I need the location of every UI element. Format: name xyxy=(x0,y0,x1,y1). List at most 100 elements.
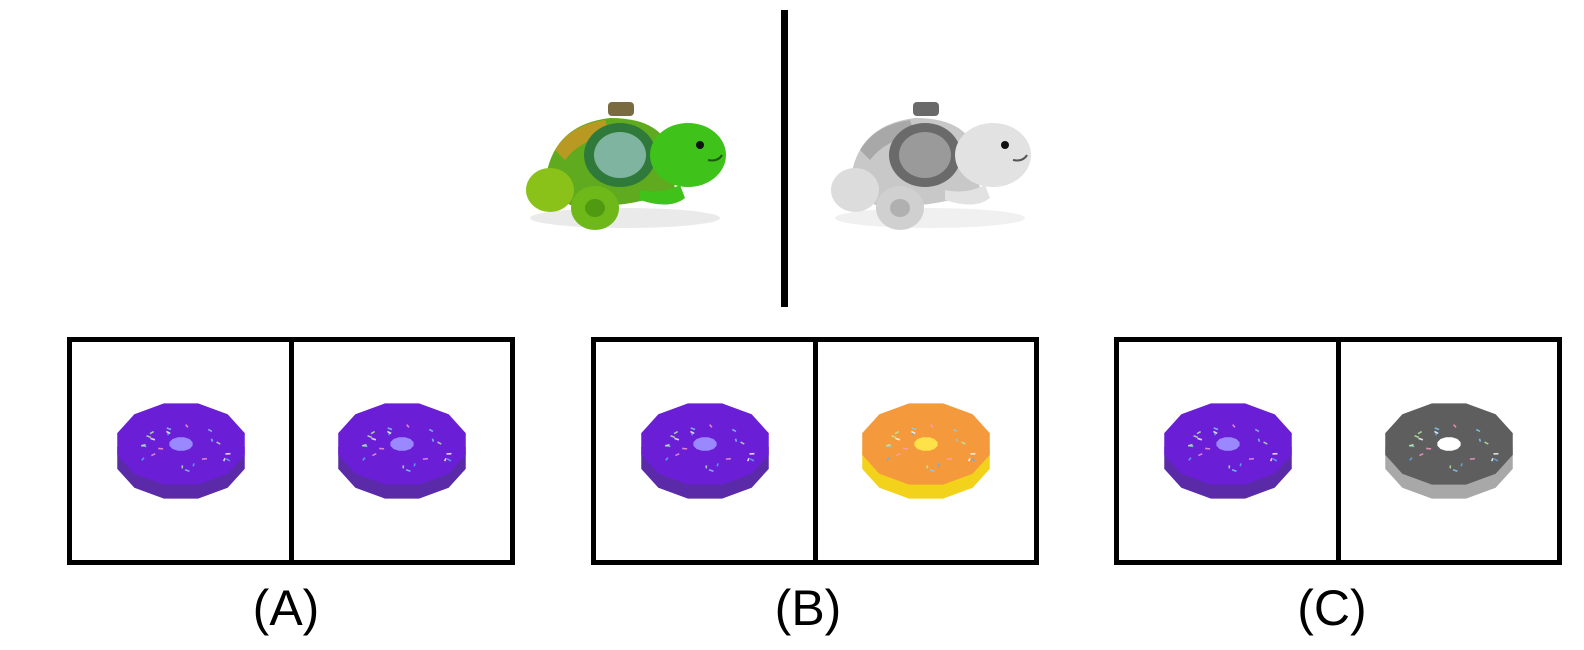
sprinkle xyxy=(1490,457,1494,462)
donut-icon xyxy=(338,403,466,499)
sprinkle xyxy=(140,457,145,461)
sprinkle xyxy=(431,438,435,442)
sprinkle xyxy=(937,463,940,467)
sprinkle xyxy=(149,430,154,435)
sprinkle xyxy=(1484,441,1489,445)
sprinkle xyxy=(145,435,151,439)
sprinkle xyxy=(428,428,434,433)
sprinkle xyxy=(372,452,377,457)
sprinkle xyxy=(1196,437,1202,441)
sprinkle xyxy=(911,427,917,431)
sprinkle xyxy=(885,443,891,447)
sprinkle xyxy=(165,430,171,435)
option-c-right-panel xyxy=(1341,342,1557,560)
sprinkle xyxy=(739,441,745,445)
sprinkle xyxy=(1212,427,1218,431)
sprinkle xyxy=(895,437,901,441)
option-b-right-panel xyxy=(818,342,1034,560)
sprinkle xyxy=(1493,458,1499,462)
sprinkle xyxy=(1187,457,1192,461)
sprinkle xyxy=(405,469,411,472)
sprinkle xyxy=(165,427,171,431)
sprinkle xyxy=(446,458,452,462)
sprinkle xyxy=(952,428,958,433)
sprinkle xyxy=(1417,430,1423,435)
sprinkle xyxy=(191,463,195,467)
option-b-label[interactable]: (B) xyxy=(774,580,842,636)
sprinkle xyxy=(150,452,156,457)
sprinkle xyxy=(1475,428,1481,433)
sprinkle xyxy=(1262,441,1268,445)
sprinkle xyxy=(967,457,971,462)
sprinkle xyxy=(361,443,367,447)
sprinkle xyxy=(930,424,934,428)
sprinkle xyxy=(367,435,373,439)
sprinkle xyxy=(1272,458,1277,462)
sprinkle xyxy=(708,424,713,428)
reference-divider xyxy=(781,10,788,307)
option-b-left-panel xyxy=(596,342,813,560)
sprinkle xyxy=(896,452,901,457)
option-b-box[interactable] xyxy=(591,337,1039,565)
sprinkle xyxy=(673,437,679,441)
option-c-divider xyxy=(1336,342,1341,560)
sprinkle xyxy=(669,435,675,439)
sprinkle xyxy=(1452,469,1458,472)
donut-icon xyxy=(640,403,769,499)
sprinkle xyxy=(961,441,966,445)
donut-icon xyxy=(1385,403,1513,499)
option-a-divider xyxy=(289,342,294,560)
sprinkle xyxy=(891,435,897,439)
sprinkle xyxy=(734,438,737,442)
option-a-right-panel xyxy=(294,342,510,560)
sprinkle xyxy=(207,428,212,433)
sprinkle xyxy=(140,443,146,447)
sprinkle xyxy=(184,469,190,472)
sprinkle xyxy=(210,438,213,442)
sprinkle xyxy=(443,457,447,462)
sprinkle xyxy=(1434,430,1439,435)
sprinkle xyxy=(149,437,155,441)
option-a-label[interactable]: (A) xyxy=(252,580,320,636)
sprinkle xyxy=(1414,435,1420,439)
sprinkle xyxy=(1478,438,1482,442)
sprinkle xyxy=(715,463,719,467)
sprinkle xyxy=(1231,469,1237,472)
option-a-left-panel xyxy=(72,342,289,560)
sprinkle xyxy=(1269,457,1273,462)
sprinkle xyxy=(1257,438,1260,442)
option-c-box[interactable] xyxy=(1114,337,1562,565)
sprinkle xyxy=(225,458,230,462)
sprinkle xyxy=(955,438,959,442)
sprinkle xyxy=(370,430,376,435)
sprinkle xyxy=(1408,443,1414,447)
sprinkle xyxy=(664,443,670,447)
donut-icon xyxy=(862,403,990,499)
sprinkle xyxy=(387,427,393,431)
sprinkle xyxy=(1238,463,1242,467)
sprinkle xyxy=(689,427,695,431)
sprinkle xyxy=(1254,428,1259,433)
sprinkle xyxy=(664,457,669,461)
sprinkle xyxy=(371,437,377,441)
sprinkle xyxy=(1418,437,1424,441)
sprinkle xyxy=(1197,452,1203,457)
sprinkle xyxy=(1231,424,1236,428)
sprinkle xyxy=(1196,430,1201,435)
sprinkle xyxy=(437,441,442,445)
option-b-divider xyxy=(813,342,818,560)
sprinkle xyxy=(708,469,714,472)
sprinkle xyxy=(929,469,935,472)
sprinkle xyxy=(1212,430,1218,435)
sprinkle xyxy=(1453,424,1457,428)
option-a-box[interactable] xyxy=(67,337,515,565)
sprinkle xyxy=(1419,452,1424,457)
option-c-left-panel xyxy=(1119,342,1336,560)
sprinkle xyxy=(184,424,189,428)
sprinkle xyxy=(970,458,976,462)
turtle-color-image xyxy=(526,102,726,230)
option-c-label[interactable]: (C) xyxy=(1297,580,1367,636)
sprinkle xyxy=(222,457,226,462)
sprinkle xyxy=(1409,457,1413,461)
sprinkle xyxy=(1192,435,1198,439)
